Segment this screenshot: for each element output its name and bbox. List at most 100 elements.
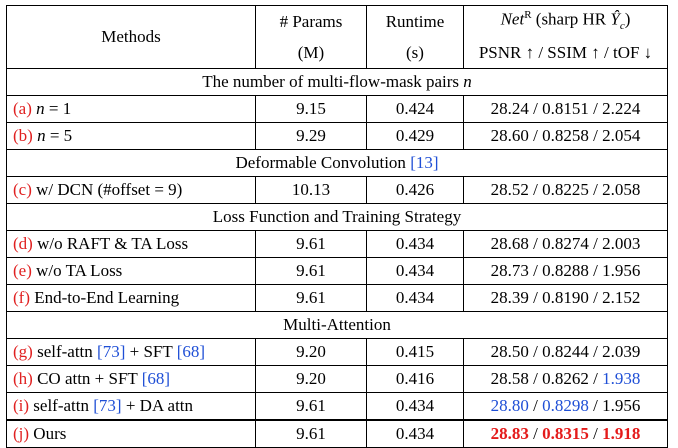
method-ref: [68]: [176, 342, 206, 362]
ours-row: (j) Ours 9.61 0.434 28.83 / 0.8315 / 1.918: [6, 419, 668, 448]
params-cell: 9.61: [255, 419, 367, 448]
ssim-value: 0.8151: [542, 99, 589, 119]
method-cell: (i) self-attn [73] + DA attn: [6, 392, 256, 421]
methods-header: Methods: [6, 5, 256, 69]
method-var: n: [36, 99, 45, 119]
metric-sep: /: [528, 424, 543, 444]
table-body: The number of multi-flow-mask pairs n (a)…: [6, 68, 668, 448]
metric-sep: /: [528, 99, 543, 119]
method-cell: (b) n = 5: [6, 122, 256, 150]
table-row: (b) n = 5 9.29 0.429 28.60 / 0.8258 / 2.054: [6, 122, 668, 150]
metric-sep: /: [588, 99, 603, 119]
table-row: (a) n = 1 9.15 0.424 28.24 / 0.8151 / 2.224: [6, 95, 668, 123]
metrics-cell: 28.24 / 0.8151 / 2.224: [463, 95, 668, 123]
ssim-value: 0.8225: [542, 180, 589, 200]
runtime-cell: 0.434: [366, 257, 464, 285]
params-cell: 9.20: [255, 365, 367, 393]
params-header-line1: # Params: [279, 11, 343, 31]
method-label-mid: + DA attn: [121, 396, 194, 416]
method-cell: (g) self-attn [73] + SFT [68]: [6, 338, 256, 366]
runtime-cell: 0.434: [366, 230, 464, 258]
method-cell: (h) CO attn + SFT [68]: [6, 365, 256, 393]
table-row: (g) self-attn [73] + SFT [68] 9.20 0.415 28…: [6, 338, 668, 366]
method-label: CO attn + SFT: [32, 369, 142, 389]
ssim-value: 0.8274: [542, 234, 589, 254]
tof-value: 2.224: [602, 99, 641, 119]
psnr-value: 28.60: [490, 126, 529, 146]
method-cell: (d) w/o RAFT & TA Loss: [6, 230, 256, 258]
section-title-text: The number of multi-flow-mask pairs: [202, 72, 464, 92]
section-title-text: Deformable Convolution: [235, 153, 411, 173]
metrics-cell: 28.39 / 0.8190 / 2.152: [463, 284, 668, 312]
tof-value: 2.152: [602, 288, 641, 308]
metrics-cell: 28.83 / 0.8315 / 1.918: [463, 419, 668, 448]
runtime-cell: 0.416: [366, 365, 464, 393]
table-row: (i) self-attn [73] + DA attn 9.61 0.434 28.…: [6, 392, 668, 421]
params-cell: 9.15: [255, 95, 367, 123]
section-row: Loss Function and Training Strategy: [6, 203, 668, 231]
section-title-ref: [13]: [410, 153, 439, 173]
row-tag: (g): [13, 342, 33, 362]
section-title: Deformable Convolution [13]: [6, 149, 668, 177]
method-ref: [68]: [141, 369, 171, 389]
metric-sep: /: [588, 396, 603, 416]
metric-sep: /: [588, 342, 603, 362]
params-cell: 9.29: [255, 122, 367, 150]
method-label: w/o RAFT & TA Loss: [32, 234, 189, 254]
row-tag: (h): [13, 369, 33, 389]
metric-sep: /: [588, 234, 603, 254]
method-label: w/ DCN (#offset = 9): [31, 180, 183, 200]
metric-sep: /: [528, 342, 543, 362]
metric-sep: /: [588, 180, 603, 200]
runtime-cell: 0.426: [366, 176, 464, 204]
section-title-text: Loss Function and Training Strategy: [212, 207, 462, 227]
metrics-cell: 28.73 / 0.8288 / 1.956: [463, 257, 668, 285]
table-row: (e) w/o TA Loss 9.61 0.434 28.73 / 0.8288 /…: [6, 257, 668, 285]
metric-sep: /: [528, 396, 543, 416]
runtime-cell: 0.434: [366, 419, 464, 448]
table-row: (c) w/ DCN (#offset = 9) 10.13 0.426 28.52 …: [6, 176, 668, 204]
runtime-header: Runtime: [366, 5, 464, 37]
section-row: The number of multi-flow-mask pairs n: [6, 68, 668, 96]
metrics-cell: 28.68 / 0.8274 / 2.003: [463, 230, 668, 258]
table-row: (d) w/o RAFT & TA Loss 9.61 0.434 28.68 / 0…: [6, 230, 668, 258]
metrics-cell: 28.58 / 0.8262 / 1.938: [463, 365, 668, 393]
net-desc-symbol: Ŷ: [610, 9, 620, 29]
params-unit: (M): [255, 37, 367, 69]
net-superscript: R: [524, 9, 532, 22]
method-label-post: = 1: [44, 99, 72, 119]
psnr-value: 28.50: [490, 342, 529, 362]
row-tag: (a): [13, 99, 32, 119]
tof-value: 1.918: [602, 424, 641, 444]
net-header: NetR (sharp HR Ŷc): [463, 5, 668, 37]
method-label: self-attn: [32, 342, 98, 362]
psnr-value: 28.24: [490, 99, 529, 119]
runtime-cell: 0.434: [366, 284, 464, 312]
psnr-value: 28.58: [490, 369, 529, 389]
params-cell: 9.61: [255, 230, 367, 258]
method-label: Ours: [29, 424, 67, 444]
method-label-mid: + SFT: [125, 342, 177, 362]
row-tag: (j): [13, 424, 30, 444]
metric-sep: /: [528, 369, 543, 389]
tof-value: 1.938: [602, 369, 641, 389]
method-cell: (a) n = 1: [6, 95, 256, 123]
metrics-cell: 28.80 / 0.8298 / 1.956: [463, 392, 668, 421]
method-ref: [73]: [97, 342, 126, 362]
psnr-value: 28.80: [490, 396, 529, 416]
metrics-cell: 28.60 / 0.8258 / 2.054: [463, 122, 668, 150]
net-desc-sub: c: [619, 20, 625, 33]
metrics-cell: 28.52 / 0.8225 / 2.058: [463, 176, 668, 204]
method-label: self-attn: [29, 396, 94, 416]
tof-value: 2.003: [602, 234, 641, 254]
psnr-value: 28.73: [490, 261, 529, 281]
method-label: w/o TA Loss: [31, 261, 123, 281]
psnr-value: 28.39: [490, 288, 529, 308]
metric-sep: /: [528, 126, 543, 146]
row-tag: (e): [13, 261, 32, 281]
tof-value: 1.956: [602, 261, 641, 281]
params-cell: 9.61: [255, 284, 367, 312]
psnr-value: 28.68: [490, 234, 529, 254]
psnr-value: 28.83: [490, 424, 529, 444]
method-cell: (j) Ours: [6, 419, 256, 448]
